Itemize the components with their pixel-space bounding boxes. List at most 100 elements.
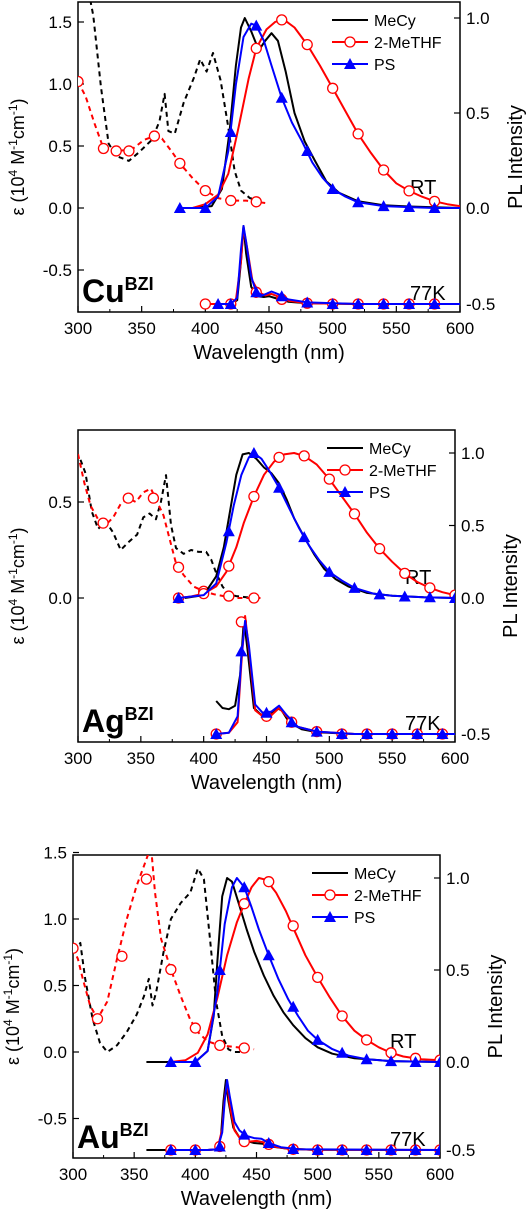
pl-77k-ps-marker — [385, 1144, 398, 1155]
pl-rt-ps-marker — [336, 1046, 349, 1058]
legend-entry-label: PS — [369, 485, 390, 502]
panel-label: AuBZI — [77, 1119, 149, 1155]
pl-rt-ps-marker — [428, 202, 441, 213]
legend-swatch-marker — [344, 36, 356, 48]
y-left-axis-label-part: ε (10 — [3, 1026, 23, 1065]
y-right-tick-label: 0.5 — [466, 104, 490, 123]
x-tick-label: 500 — [303, 1165, 331, 1184]
pl-rt-2methf-marker — [287, 920, 299, 932]
absorption-mecy-line — [74, 867, 245, 1053]
pl-77k-ps-marker — [436, 728, 449, 739]
x-axis-label: Wavelength (nm) — [191, 772, 343, 794]
y-right-tick-label: 1.0 — [446, 869, 470, 888]
x-tick-label: 450 — [242, 1165, 270, 1184]
pl-77k-ps-marker — [377, 298, 390, 309]
y-left-tick-label: 1.0 — [48, 75, 72, 94]
pl-77k-ps-marker — [189, 1144, 202, 1155]
pl-77k-ps-marker — [238, 1128, 251, 1140]
absorption-2methf-marker — [78, 75, 84, 88]
y-left-axis-label-part: -1 — [1, 954, 15, 965]
pl-rt-2methf-marker — [250, 42, 262, 55]
y-right-axis-label: PL Intensity — [485, 955, 507, 1059]
y-right-tick-label: -0.5 — [461, 725, 490, 744]
y-right-tick-label: 0.5 — [446, 961, 470, 980]
pl-rt-2methf-marker — [198, 588, 210, 600]
legend-entry-label: 2-MeTHF — [354, 888, 422, 905]
pl-77k-ps-marker — [411, 728, 424, 739]
pl-rt-ps-marker — [247, 447, 260, 458]
x-tick-label: 300 — [59, 1165, 87, 1184]
panel-label: CuBZI — [82, 273, 154, 309]
y-left-axis-label-part: -1 — [6, 139, 20, 150]
pl-rt-ps-marker — [273, 481, 286, 493]
y-right-tick-label: -0.5 — [466, 295, 495, 314]
x-tick-label: 600 — [441, 749, 469, 768]
pl-77k-ps-marker — [285, 716, 298, 728]
pl-77k-2methf-marker — [199, 298, 211, 310]
pl-rt-2methf-marker — [276, 14, 288, 26]
pl-rt-ps-line — [179, 22, 460, 209]
x-tick-label: 450 — [255, 319, 283, 338]
x-axis-label: Wavelength (nm) — [193, 342, 345, 364]
legend-entry-label: PS — [354, 910, 375, 927]
y-left-axis-label: ε (104 M-1cm-1) — [6, 98, 28, 215]
legend-entry-label: 2-MeTHF — [369, 463, 437, 480]
absorption-2methf-marker — [223, 590, 235, 602]
y-right-tick-label: 0.0 — [461, 589, 485, 608]
pl-rt-ps-marker — [434, 1056, 440, 1067]
pl-77k-ps-marker — [428, 298, 441, 309]
x-tick-label: 350 — [120, 1165, 148, 1184]
pl-rt-ps-marker — [262, 949, 275, 961]
pl-rt-2methf-marker — [399, 567, 411, 579]
y-left-axis-label-part: 4 — [6, 169, 20, 176]
y-left-tick-label: 0.0 — [48, 199, 72, 218]
chart-panel-au: 300 350 400 450 500 550 600 Wavelength (nm) -0.5… — [1, 844, 507, 1211]
absorption-2methf-marker — [248, 592, 260, 604]
panel-label-metal: Au — [77, 1119, 120, 1155]
x-tick-label: 550 — [365, 1165, 393, 1184]
absorption-2methf-marker — [214, 1039, 226, 1051]
pl-77k-ps-marker — [326, 298, 339, 309]
pl-77k-ps-line — [216, 619, 455, 735]
pl-77k-ps-marker — [260, 706, 273, 718]
pl-rt-ps-marker — [224, 126, 237, 137]
absorption-mecy-line — [79, 459, 254, 599]
absorption-2methf-marker — [140, 873, 153, 885]
pl-rt-ps-marker — [301, 145, 314, 156]
y-left-tick-label: 0.0 — [48, 589, 72, 608]
y-right-tick-label: 0.5 — [461, 517, 485, 536]
y-left-axis-label-part: -1 — [6, 533, 20, 544]
absorption-2methf-marker — [110, 145, 122, 157]
absorption-2methf-line — [78, 81, 266, 204]
pl-rt-2methf-marker — [373, 543, 386, 555]
pl-77k-ps-marker — [409, 1144, 422, 1155]
x-tick-label: 600 — [426, 1165, 454, 1184]
pl-rt-ps-marker — [250, 19, 263, 31]
legend: MeCy 2-MeTHF PS — [332, 13, 442, 74]
panel-label: AgBZI — [82, 703, 154, 739]
pl-77k-ps-marker — [301, 296, 314, 308]
pl-rt-ps-marker — [360, 1053, 373, 1065]
panel-label-sup: BZI — [125, 704, 154, 724]
x-tick-label: 400 — [191, 319, 219, 338]
pl-77k-ps-marker — [275, 290, 288, 302]
pl-rt-ps-marker — [199, 202, 212, 213]
absorption-2methf-marker — [225, 194, 237, 207]
y-left-axis-label-part: -1 — [1, 988, 15, 999]
pl-rt-ps-marker — [238, 881, 251, 893]
pl-rt-ps-marker — [423, 591, 436, 603]
pl-rt-ps-marker — [172, 592, 185, 603]
pl-rt-ps-marker — [189, 1056, 202, 1067]
pl-rt-ps-marker — [164, 1056, 177, 1067]
pl-rt-2methf-marker — [403, 185, 415, 197]
legend: MeCy 2-MeTHF PS — [327, 441, 437, 502]
x-tick-label: 550 — [382, 319, 410, 338]
pl-rt-ps-marker — [352, 196, 365, 208]
pl-rt-2methf-marker — [336, 1010, 348, 1022]
curves — [78, 2, 460, 310]
pl-77k-ps-marker — [210, 728, 223, 739]
y-left-tick-label: 0.5 — [43, 977, 67, 996]
legend-swatch-marker — [344, 58, 356, 69]
absorption-2methf-marker — [123, 145, 135, 157]
